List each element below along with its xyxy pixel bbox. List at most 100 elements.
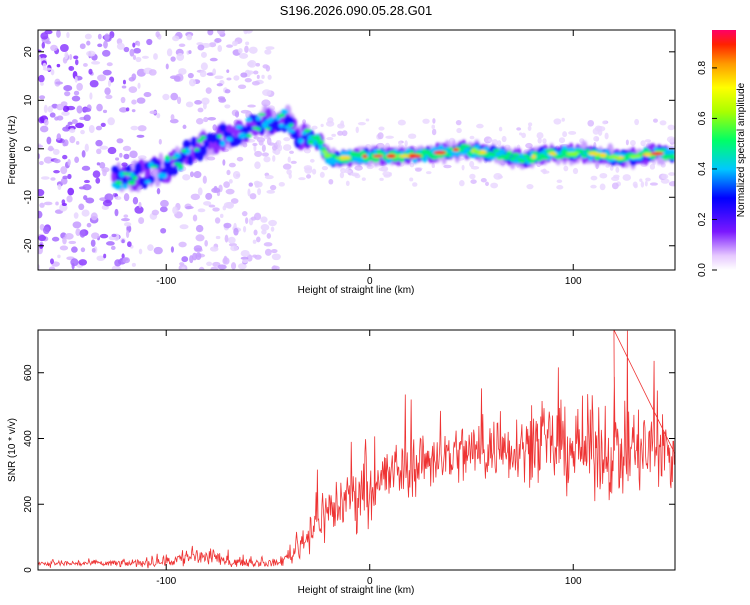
ridge-blob: [443, 152, 452, 157]
ridge-hotspot: [643, 152, 652, 157]
noise-blob: [210, 266, 219, 270]
noise-blob: [69, 53, 73, 61]
noise-blob: [653, 118, 658, 123]
noise-blob: [90, 239, 96, 247]
noise-blob: [341, 130, 348, 137]
noise-blob: [649, 163, 656, 170]
noise-blob: [214, 75, 224, 80]
noise-blob: [537, 137, 542, 144]
noise-blob: [252, 254, 258, 258]
snr-x-axis-label: Height of straight line (km): [298, 585, 415, 596]
noise-blob: [121, 253, 125, 259]
noise-blob: [563, 165, 569, 172]
noise-blob: [207, 30, 214, 36]
ridge-blob: [492, 148, 500, 153]
noise-blob: [41, 41, 45, 49]
noise-blob: [357, 122, 366, 126]
noise-blob: [214, 37, 222, 43]
noise-blob: [103, 40, 108, 49]
noise-blob: [599, 173, 608, 179]
noise-blob: [86, 222, 92, 228]
noise-blob: [518, 132, 523, 136]
ridge-blob: [245, 117, 253, 122]
noise-blob: [170, 114, 175, 121]
noise-blob: [133, 47, 141, 54]
noise-blob: [170, 56, 176, 62]
noise-blob: [248, 46, 258, 54]
noise-blob: [228, 162, 236, 168]
noise-blob: [80, 247, 86, 253]
noise-blob: [211, 187, 221, 194]
ridge-blob: [558, 154, 565, 159]
ridge-blob: [235, 124, 243, 130]
noise-blob: [262, 64, 269, 69]
noise-blob: [89, 92, 93, 100]
noise-blob: [375, 142, 385, 150]
noise-blob: [244, 77, 252, 83]
noise-blob: [69, 136, 76, 144]
noise-blob: [123, 193, 130, 202]
ridge-blob: [265, 127, 272, 131]
noise-blob: [212, 124, 217, 131]
noise-blob: [71, 119, 78, 125]
ridge-blob: [519, 158, 526, 164]
noise-blob: [131, 262, 136, 267]
noise-blob: [197, 44, 205, 51]
noise-blob: [156, 188, 161, 195]
noise-blob: [197, 208, 206, 213]
noise-blob: [266, 189, 276, 194]
ridge-blob: [509, 156, 516, 161]
noise-blob: [75, 141, 80, 145]
spectrogram-x-ticks: -100 0 100: [156, 30, 582, 287]
noise-blob: [222, 159, 226, 166]
noise-blob: [290, 160, 297, 164]
ridge-hotspot: [433, 150, 447, 155]
noise-blob: [594, 125, 603, 132]
noise-blob: [42, 62, 47, 69]
noise-blob: [95, 177, 101, 184]
noise-blob: [115, 157, 120, 161]
noise-blob: [267, 74, 272, 80]
noise-blob: [102, 69, 112, 76]
noise-blob: [200, 51, 207, 58]
noise-blob: [490, 182, 499, 189]
ridge-blob: [268, 117, 275, 122]
noise-blob: [120, 96, 126, 104]
noise-blob: [245, 41, 250, 46]
noise-blob: [129, 150, 138, 159]
noise-blob: [128, 86, 138, 94]
ridge-blob: [541, 155, 549, 160]
noise-blob: [289, 150, 294, 154]
noise-blob: [252, 239, 257, 244]
noise-blob: [50, 177, 56, 181]
ridge-hotspot: [548, 152, 557, 156]
noise-blob: [88, 68, 93, 75]
ridge-blob: [261, 121, 269, 129]
noise-blob: [197, 107, 204, 113]
noise-blob: [254, 150, 263, 158]
snr-panel: -100 0 100 0 200 400 600 Height of straight l…: [7, 329, 676, 596]
colorbar-gradient: [712, 30, 736, 270]
ridge-blob: [255, 116, 262, 121]
noise-blob: [153, 53, 158, 60]
noise-blob: [252, 142, 258, 147]
noise-blob: [224, 89, 231, 94]
noise-blob: [64, 91, 71, 97]
noise-blob: [223, 222, 232, 229]
ridge-blob: [245, 133, 252, 138]
noise-blob: [39, 243, 44, 249]
noise-blob: [470, 165, 480, 170]
noise-blob: [282, 163, 292, 170]
noise-blob: [129, 48, 135, 57]
ridge-blob: [483, 146, 490, 152]
ridge-blob: [280, 108, 289, 115]
noise-blob: [649, 182, 658, 186]
noise-blob: [149, 110, 157, 115]
noise-blob: [40, 81, 44, 86]
noise-blob: [81, 165, 91, 171]
noise-blob: [56, 133, 62, 141]
noise-blob: [615, 166, 620, 173]
noise-blob: [103, 253, 107, 259]
noise-blob: [431, 164, 435, 169]
ridge-blob: [161, 173, 168, 179]
